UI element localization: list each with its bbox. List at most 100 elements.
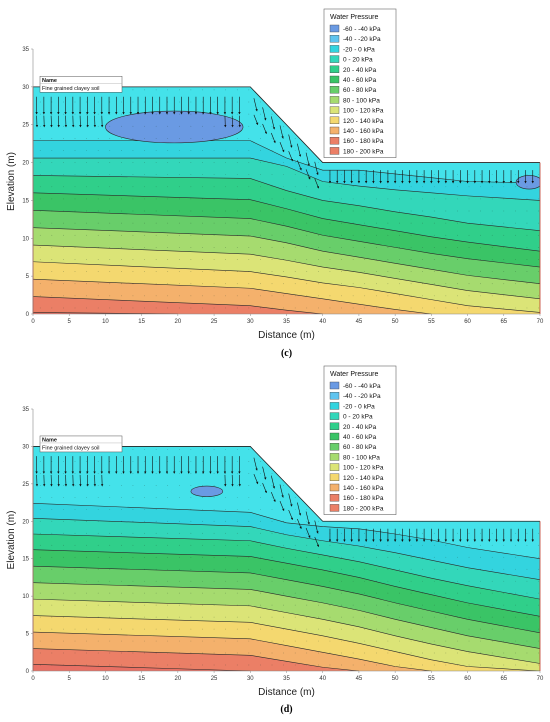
mesh-node	[318, 533, 319, 534]
mesh-node	[283, 90, 284, 91]
mesh-node	[63, 114, 64, 115]
mesh-node	[480, 247, 481, 248]
mesh-node	[295, 569, 296, 570]
mesh-node	[283, 629, 284, 630]
mesh-node	[469, 259, 470, 260]
mesh-node	[144, 653, 145, 654]
mesh-node	[480, 174, 481, 175]
mesh-node	[191, 509, 192, 510]
mesh-node	[260, 259, 261, 260]
mesh-node	[40, 617, 41, 618]
mesh-node	[167, 593, 168, 594]
mesh-node	[225, 150, 226, 151]
mesh-node	[341, 271, 342, 272]
mesh-node	[538, 461, 539, 462]
mesh-node	[527, 641, 528, 642]
mesh-node	[191, 223, 192, 224]
mesh-node	[40, 473, 41, 474]
mesh-node	[237, 138, 238, 139]
mesh-node	[248, 259, 249, 260]
mesh-node	[445, 223, 446, 224]
legend-entry: 80 - 100 kPa	[343, 97, 380, 104]
mesh-node	[318, 271, 319, 272]
mesh-node	[388, 557, 389, 558]
mesh-node	[376, 605, 377, 606]
mesh-node	[63, 199, 64, 200]
mesh-node	[318, 150, 319, 151]
mesh-node	[492, 199, 493, 200]
mesh-node	[214, 174, 215, 175]
mesh-node	[109, 150, 110, 151]
mesh-node	[306, 174, 307, 175]
legend-swatch	[330, 453, 339, 460]
mesh-node	[457, 211, 458, 212]
mesh-node	[179, 533, 180, 534]
mesh-node	[457, 509, 458, 510]
mesh-node	[156, 114, 157, 115]
mesh-node	[283, 283, 284, 284]
x-tick-label: 30	[247, 676, 254, 682]
mesh-node	[63, 581, 64, 582]
mesh-node	[399, 308, 400, 309]
mesh-node	[445, 665, 446, 666]
mesh-node	[75, 150, 76, 151]
mesh-node	[399, 90, 400, 91]
mesh-node	[503, 449, 504, 450]
mesh-node	[480, 138, 481, 139]
mesh-node	[214, 485, 215, 486]
legend-swatch	[330, 76, 339, 83]
mesh-node	[272, 521, 273, 522]
mesh-node	[214, 223, 215, 224]
mesh-node	[515, 485, 516, 486]
mesh-node	[98, 295, 99, 296]
mesh-node	[109, 199, 110, 200]
mesh-node	[434, 581, 435, 582]
mesh-node	[86, 665, 87, 666]
legend-swatch	[330, 413, 339, 420]
mesh-node	[306, 509, 307, 510]
mesh-node	[86, 641, 87, 642]
mesh-node	[295, 641, 296, 642]
mesh-node	[191, 449, 192, 450]
mesh-node	[330, 295, 331, 296]
legend-swatch	[330, 96, 339, 103]
mesh-node	[295, 223, 296, 224]
mesh-node	[156, 485, 157, 486]
mesh-node	[237, 162, 238, 163]
mesh-node	[237, 295, 238, 296]
mesh-node	[260, 653, 261, 654]
mesh-node	[75, 497, 76, 498]
mesh-node	[51, 641, 52, 642]
mesh-node	[283, 138, 284, 139]
legend-entry: 100 - 120 kPa	[343, 108, 384, 115]
mesh-node	[411, 461, 412, 462]
mesh-node	[283, 533, 284, 534]
mesh-node	[109, 593, 110, 594]
mesh-node	[399, 653, 400, 654]
mesh-node	[538, 211, 539, 212]
mesh-node	[434, 295, 435, 296]
mesh-node	[480, 295, 481, 296]
mesh-node	[538, 593, 539, 594]
mesh-node	[51, 593, 52, 594]
mesh-node	[318, 102, 319, 103]
mesh-node	[469, 283, 470, 284]
mesh-node	[341, 569, 342, 570]
mesh-node	[388, 295, 389, 296]
mesh-node	[75, 114, 76, 115]
mesh-node	[527, 150, 528, 151]
mesh-node	[272, 617, 273, 618]
mesh-node	[272, 199, 273, 200]
x-axis-label: Distance (m)	[258, 687, 315, 698]
mesh-node	[306, 247, 307, 248]
mesh-node	[283, 581, 284, 582]
mesh-node	[167, 283, 168, 284]
suction-lens	[516, 175, 542, 189]
mesh-node	[40, 259, 41, 260]
mesh-node	[51, 521, 52, 522]
mesh-node	[457, 665, 458, 666]
mesh-node	[318, 485, 319, 486]
legend-swatch	[330, 137, 339, 144]
legend-entry: 0 - 20 kPa	[343, 414, 373, 421]
mesh-node	[538, 114, 539, 115]
